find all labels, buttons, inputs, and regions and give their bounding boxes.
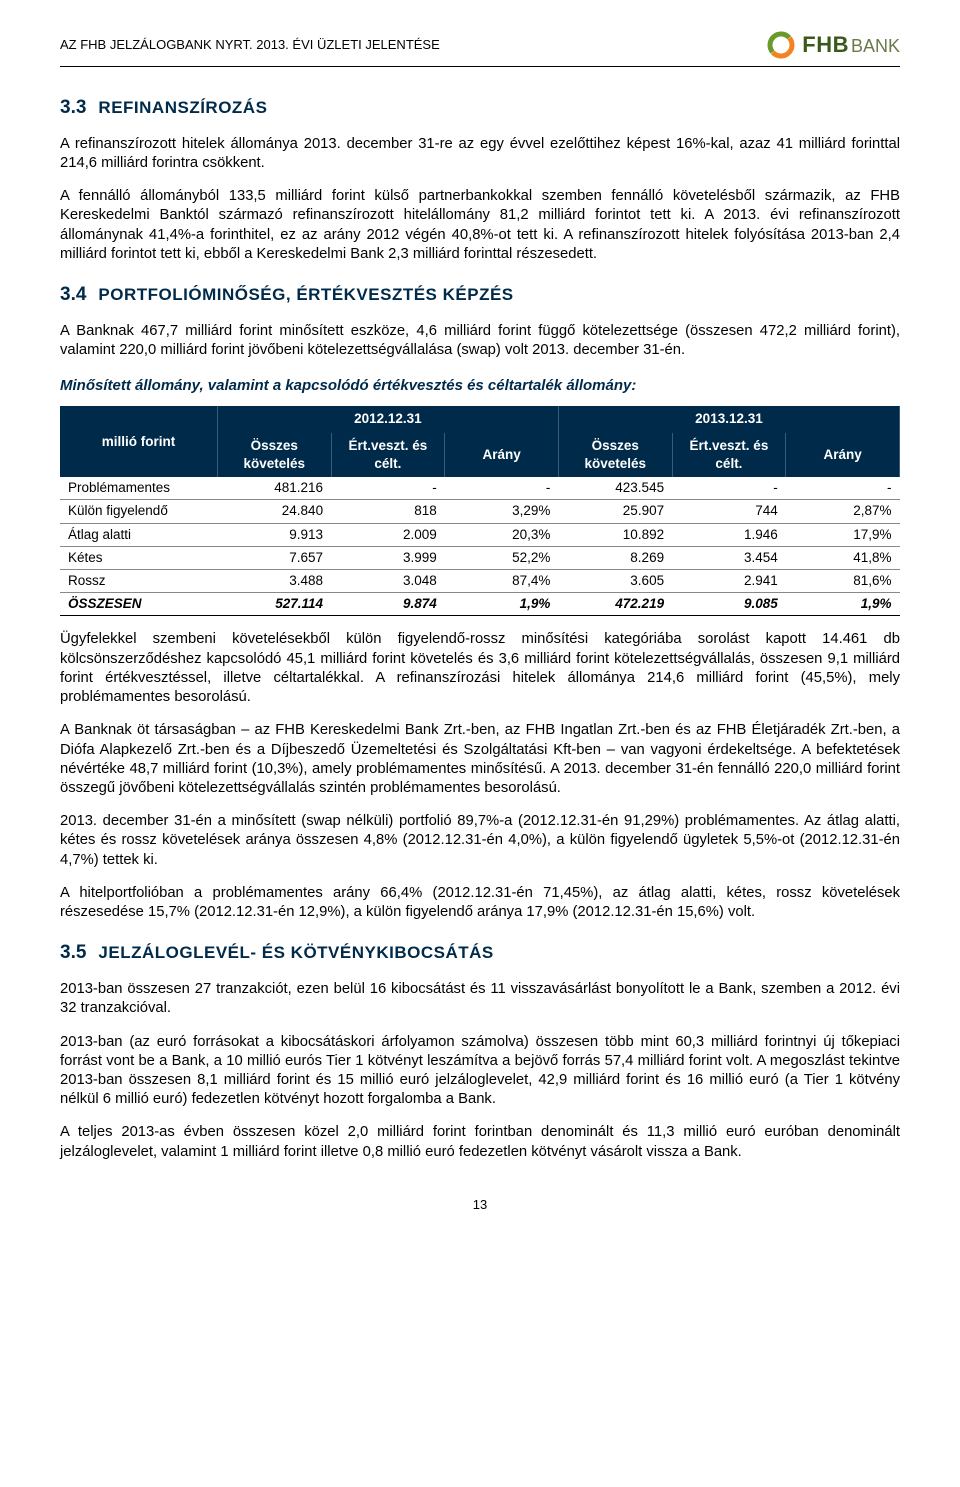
cell-label: Átlag alatti	[60, 523, 217, 546]
section-3-4-heading: 3.4 PORTFOLIÓMINŐSÉG, ÉRTÉKVESZTÉS KÉPZÉ…	[60, 282, 900, 308]
section-3-5-heading: 3.5 JELZÁLOGLEVÉL- ÉS KÖTVÉNYKIBOCSÁTÁS	[60, 940, 900, 966]
logo-main: FHB	[802, 32, 849, 57]
col-header: Ért.veszt. és célt.	[331, 433, 445, 477]
table-row: Problémamentes 481.216 - - 423.545 - -	[60, 477, 900, 500]
table-row-total: ÖSSZESEN 527.114 9.874 1,9% 472.219 9.08…	[60, 593, 900, 616]
cell: -	[672, 477, 786, 500]
table-header-row-1: millió forint 2012.12.31 2013.12.31	[60, 406, 900, 432]
paragraph: A Banknak öt társaságban – az FHB Keresk…	[60, 721, 900, 798]
cell: 17,9%	[786, 523, 900, 546]
col-header: Ért.veszt. és célt.	[672, 433, 786, 477]
cell: 9.085	[672, 593, 786, 616]
cell: 41,8%	[786, 546, 900, 569]
page-header: AZ FHB JELZÁLOGBANK NYRT. 2013. ÉVI ÜZLE…	[60, 30, 900, 60]
table-row: Rossz 3.488 3.048 87,4% 3.605 2.941 81,6…	[60, 569, 900, 592]
cell: 818	[331, 500, 445, 523]
paragraph: 2013. december 31-én a minősített (swap …	[60, 812, 900, 870]
col-header: Arány	[445, 433, 559, 477]
cell: 472.219	[558, 593, 672, 616]
cell: 9.874	[331, 593, 445, 616]
section-num: 3.4	[60, 282, 86, 308]
col-header-year-a: 2012.12.31	[217, 406, 558, 432]
cell: 7.657	[217, 546, 331, 569]
cell: 423.545	[558, 477, 672, 500]
table-row: Kétes 7.657 3.999 52,2% 8.269 3.454 41,8…	[60, 546, 900, 569]
table-row: Átlag alatti 9.913 2.009 20,3% 10.892 1.…	[60, 523, 900, 546]
table-subhead: Minősített állomány, valamint a kapcsoló…	[60, 376, 900, 396]
col-header-label: millió forint	[60, 406, 217, 477]
fhb-logo: FHBBANK	[766, 30, 900, 60]
cell: 81,6%	[786, 569, 900, 592]
paragraph: A refinanszírozott hitelek állománya 201…	[60, 135, 900, 173]
cell: -	[445, 477, 559, 500]
section-num: 3.5	[60, 940, 86, 966]
header-rule	[60, 66, 900, 67]
cell: -	[786, 477, 900, 500]
paragraph: 2013-ban (az euró forrásokat a kibocsátá…	[60, 1033, 900, 1110]
cell-label: Külön figyelendő	[60, 500, 217, 523]
cell: 1,9%	[445, 593, 559, 616]
cell: 1,9%	[786, 593, 900, 616]
page-container: AZ FHB JELZÁLOGBANK NYRT. 2013. ÉVI ÜZLE…	[0, 0, 960, 1253]
cell: 744	[672, 500, 786, 523]
section-title: JELZÁLOGLEVÉL- ÉS KÖTVÉNYKIBOCSÁTÁS	[98, 942, 493, 965]
cell: 52,2%	[445, 546, 559, 569]
col-header: Összes követelés	[217, 433, 331, 477]
cell: 87,4%	[445, 569, 559, 592]
cell: 1.946	[672, 523, 786, 546]
cell-label: ÖSSZESEN	[60, 593, 217, 616]
paragraph: 2013-ban összesen 27 tranzakciót, ezen b…	[60, 980, 900, 1018]
logo-text: FHBBANK	[802, 30, 900, 60]
section-3-3-heading: 3.3 REFINANSZÍROZÁS	[60, 95, 900, 121]
table-body: Problémamentes 481.216 - - 423.545 - - K…	[60, 477, 900, 616]
cell: 8.269	[558, 546, 672, 569]
section-num: 3.3	[60, 95, 86, 121]
cell: 20,3%	[445, 523, 559, 546]
cell: -	[331, 477, 445, 500]
paragraph: A Banknak 467,7 milliárd forint minősíte…	[60, 322, 900, 360]
cell: 3,29%	[445, 500, 559, 523]
logo-sub: BANK	[851, 36, 900, 56]
logo-icon	[766, 30, 796, 60]
cell: 3.048	[331, 569, 445, 592]
cell: 9.913	[217, 523, 331, 546]
cell: 25.907	[558, 500, 672, 523]
paragraph: A hitelportfolióban a problémamentes ará…	[60, 884, 900, 922]
cell-label: Problémamentes	[60, 477, 217, 500]
header-title: AZ FHB JELZÁLOGBANK NYRT. 2013. ÉVI ÜZLE…	[60, 36, 440, 54]
col-header-year-b: 2013.12.31	[558, 406, 899, 432]
section-title: REFINANSZÍROZÁS	[98, 97, 267, 120]
paragraph: Ügyfelekkel szembeni követelésekből külö…	[60, 630, 900, 707]
quality-table: millió forint 2012.12.31 2013.12.31 Össz…	[60, 406, 900, 616]
cell: 24.840	[217, 500, 331, 523]
cell: 527.114	[217, 593, 331, 616]
col-header: Arány	[786, 433, 900, 477]
cell: 3.454	[672, 546, 786, 569]
paragraph: A teljes 2013-as évben összesen közel 2,…	[60, 1123, 900, 1161]
cell: 2.009	[331, 523, 445, 546]
table-row: Külön figyelendő 24.840 818 3,29% 25.907…	[60, 500, 900, 523]
cell-label: Rossz	[60, 569, 217, 592]
cell: 2,87%	[786, 500, 900, 523]
cell: 3.605	[558, 569, 672, 592]
col-header: Összes követelés	[558, 433, 672, 477]
cell-label: Kétes	[60, 546, 217, 569]
cell: 10.892	[558, 523, 672, 546]
cell: 3.999	[331, 546, 445, 569]
paragraph: A fennálló állományból 133,5 milliárd fo…	[60, 187, 900, 264]
cell: 2.941	[672, 569, 786, 592]
page-number: 13	[60, 1196, 900, 1214]
cell: 481.216	[217, 477, 331, 500]
section-title: PORTFOLIÓMINŐSÉG, ÉRTÉKVESZTÉS KÉPZÉS	[98, 284, 513, 307]
cell: 3.488	[217, 569, 331, 592]
